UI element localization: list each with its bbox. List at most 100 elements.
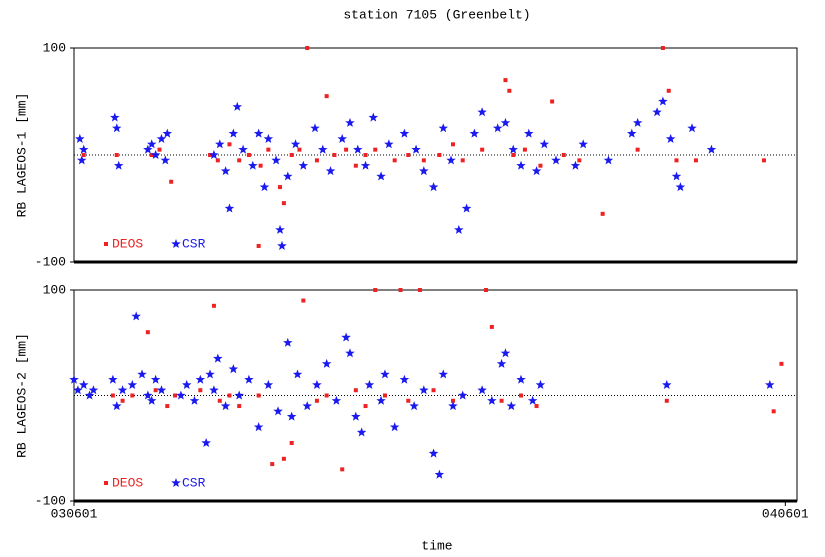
data-point (409, 401, 419, 411)
y-axis-label: RB LAGEOS-1 [mm] (14, 93, 29, 218)
data-point (256, 243, 261, 248)
data-point (446, 155, 456, 165)
data-point (263, 133, 274, 143)
data-point (248, 160, 258, 170)
chart-title: station 7105 (Greenbelt) (343, 7, 530, 22)
data-point (477, 385, 487, 395)
data-point (149, 153, 154, 157)
data-point (538, 163, 543, 168)
data-point (228, 364, 239, 374)
data-point (228, 128, 239, 138)
data-point (761, 158, 766, 163)
data-point (73, 385, 83, 395)
data-point (238, 144, 248, 154)
data-point (270, 462, 275, 467)
data-point (345, 117, 355, 127)
data-point (376, 395, 386, 405)
data-point (665, 133, 676, 143)
data-point (421, 158, 426, 163)
data-point (438, 123, 448, 133)
legend-marker (104, 242, 108, 246)
data-point (165, 404, 170, 409)
data-point (253, 128, 264, 138)
data-point (246, 153, 251, 157)
data-point (687, 123, 697, 133)
data-point (289, 440, 294, 445)
data-point (516, 374, 526, 384)
data-point (382, 393, 387, 398)
data-point (484, 288, 489, 292)
data-point (157, 147, 162, 152)
data-point (376, 171, 386, 181)
data-point (217, 398, 222, 403)
data-point (506, 401, 517, 411)
data-point (283, 171, 293, 181)
data-point (499, 398, 504, 403)
data-point (706, 144, 717, 154)
data-point (578, 139, 588, 149)
data-point (237, 158, 242, 163)
data-point (220, 166, 231, 176)
data-point (458, 390, 468, 400)
data-point (652, 107, 662, 117)
data-point (570, 160, 581, 170)
data-point (419, 166, 429, 176)
y-axis-label: RB LAGEOS-2 [mm] (14, 333, 29, 458)
y-tick-label: -100 (35, 254, 66, 269)
legend-marker (171, 478, 181, 487)
data-point (153, 388, 158, 393)
data-point (480, 147, 485, 152)
data-point (561, 153, 566, 157)
data-point (662, 379, 672, 389)
data-point (438, 369, 448, 379)
data-point (324, 94, 329, 99)
data-point (286, 411, 297, 421)
y-tick-label: 100 (43, 282, 66, 297)
data-point (162, 128, 172, 138)
data-point (516, 160, 526, 170)
data-point (373, 147, 378, 152)
data-point (112, 123, 122, 133)
data-point (392, 158, 397, 163)
data-point (113, 160, 124, 170)
data-point (448, 401, 458, 411)
data-point (632, 117, 643, 127)
data-point (389, 422, 400, 432)
data-point (259, 182, 270, 192)
data-point (340, 467, 345, 472)
data-point (674, 158, 679, 163)
data-point (290, 139, 301, 149)
data-point (331, 395, 342, 405)
data-point (524, 128, 534, 138)
data-point (215, 139, 225, 149)
data-point (189, 395, 200, 405)
data-point (419, 385, 429, 395)
data-point (428, 182, 439, 192)
data-point (302, 401, 312, 411)
data-point (195, 374, 206, 384)
data-point (160, 155, 171, 165)
x-tick-label: 030601 (51, 506, 98, 521)
data-point (208, 153, 213, 157)
legend-label: CSR (182, 236, 206, 251)
data-point (522, 147, 527, 152)
data-point (130, 393, 135, 398)
data-point (273, 406, 283, 416)
data-point (658, 96, 668, 106)
data-point (173, 393, 178, 398)
data-point (693, 158, 698, 163)
data-point (550, 99, 555, 104)
data-point (215, 158, 220, 163)
data-point (75, 133, 85, 143)
data-point (353, 388, 358, 393)
data-point (314, 158, 319, 163)
data-point (531, 166, 542, 176)
data-point (277, 240, 287, 250)
data-point (353, 163, 358, 168)
data-point (224, 203, 235, 213)
data-point (503, 78, 508, 83)
data-point (110, 112, 120, 122)
data-point (356, 427, 367, 437)
data-point (77, 155, 87, 165)
data-point (671, 171, 682, 181)
